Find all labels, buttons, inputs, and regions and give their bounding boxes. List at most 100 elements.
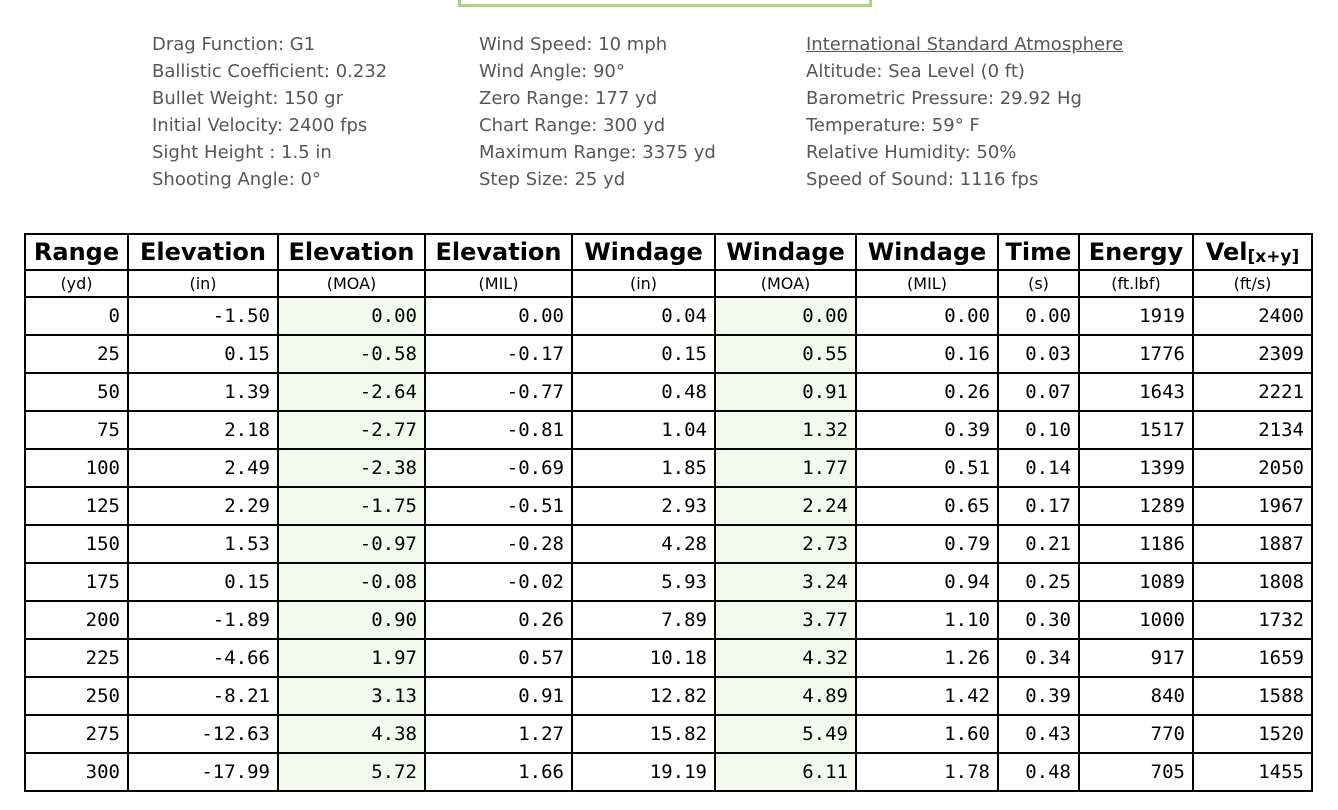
table-cell: 0.17 bbox=[997, 486, 1080, 526]
info-column-projectile: Drag Function: G1 Ballistic Coefficient:… bbox=[152, 31, 387, 193]
table-cell: 0.34 bbox=[997, 638, 1080, 678]
trajectory-table: Range Elevation Elevation Elevation Wind… bbox=[24, 233, 1313, 792]
table-cell: 0.48 bbox=[997, 752, 1080, 792]
column-header-elevation-in: Elevation bbox=[127, 233, 279, 271]
table-cell: 25 bbox=[24, 334, 129, 374]
table-row: 75 2.18 -2.77 -0.81 1.04 1.32 0.39 0.10 1517 2134 bbox=[24, 410, 1313, 450]
table-cell: 1399 bbox=[1078, 448, 1194, 488]
table-cell: 12.82 bbox=[571, 676, 716, 716]
table-cell: 1643 bbox=[1078, 372, 1194, 412]
table-cell: 1.27 bbox=[424, 714, 573, 754]
table-cell: 225 bbox=[24, 638, 129, 678]
info-line: Bullet Weight: 150 gr bbox=[152, 88, 344, 109]
table-cell: 2.49 bbox=[127, 448, 279, 488]
table-row: 300 -17.99 5.72 1.66 19.19 6.11 1.78 0.48 705 145… bbox=[24, 752, 1313, 792]
info-line: Shooting Angle: 0° bbox=[152, 169, 321, 190]
table-cell: 200 bbox=[24, 600, 129, 640]
table-cell: 19.19 bbox=[571, 752, 716, 792]
table-cell: 1919 bbox=[1078, 296, 1194, 336]
table-cell: 1186 bbox=[1078, 524, 1194, 564]
unit-elevation-moa: (MOA) bbox=[277, 269, 426, 298]
column-header-elevation-moa: Elevation bbox=[277, 233, 426, 271]
column-header-velocity: Vel[x+y] bbox=[1192, 233, 1313, 271]
info-line: Sight Height : 1.5 in bbox=[152, 142, 332, 163]
table-cell: -0.51 bbox=[424, 486, 573, 526]
table-cell: 1.39 bbox=[127, 372, 279, 412]
table-cell: 0.30 bbox=[997, 600, 1080, 640]
table-body: 0 -1.50 0.00 0.00 0.04 0.00 0.00 0.00 1919 2400 25… bbox=[24, 296, 1313, 792]
table-cell: 5.93 bbox=[571, 562, 716, 602]
table-cell: 1.53 bbox=[127, 524, 279, 564]
table-row: 200 -1.89 0.90 0.26 7.89 3.77 1.10 0.30 1000 1732 bbox=[24, 600, 1313, 640]
velocity-subscript: [x+y] bbox=[1247, 247, 1300, 267]
table-cell: 0.10 bbox=[997, 410, 1080, 450]
table-cell: 1517 bbox=[1078, 410, 1194, 450]
table-cell: 4.89 bbox=[714, 676, 857, 716]
table-cell: 0.15 bbox=[571, 334, 716, 374]
table-cell: 0.39 bbox=[997, 676, 1080, 716]
table-cell: 1.26 bbox=[855, 638, 999, 678]
table-units-row: (yd) (in) (MOA) (MIL) (in) (MOA) (MIL) (… bbox=[24, 269, 1313, 298]
table-cell: -0.02 bbox=[424, 562, 573, 602]
table-cell: 1967 bbox=[1192, 486, 1313, 526]
table-cell: 0.07 bbox=[997, 372, 1080, 412]
table-cell: 0.21 bbox=[997, 524, 1080, 564]
table-cell: 2309 bbox=[1192, 334, 1313, 374]
info-line: Wind Angle: 90° bbox=[479, 61, 625, 82]
table-cell: -17.99 bbox=[127, 752, 279, 792]
table-cell: 1.60 bbox=[855, 714, 999, 754]
table-cell: 3.13 bbox=[277, 676, 426, 716]
unit-elevation-mil: (MIL) bbox=[424, 269, 573, 298]
table-cell: 275 bbox=[24, 714, 129, 754]
table-cell: 1289 bbox=[1078, 486, 1194, 526]
table-row: 50 1.39 -2.64 -0.77 0.48 0.91 0.26 0.07 1643 2221 bbox=[24, 372, 1313, 412]
table-cell: 840 bbox=[1078, 676, 1194, 716]
table-cell: -1.89 bbox=[127, 600, 279, 640]
table-cell: 300 bbox=[24, 752, 129, 792]
table-cell: 0.39 bbox=[855, 410, 999, 450]
unit-energy: (ft.lbf) bbox=[1078, 269, 1194, 298]
table-cell: 2400 bbox=[1192, 296, 1313, 336]
table-cell: 0.51 bbox=[855, 448, 999, 488]
table-cell: 0.26 bbox=[855, 372, 999, 412]
table-cell: 0.00 bbox=[855, 296, 999, 336]
info-line: Relative Humidity: 50% bbox=[806, 142, 1017, 163]
table-cell: 5.72 bbox=[277, 752, 426, 792]
info-line: Chart Range: 300 yd bbox=[479, 115, 666, 136]
table-cell: 770 bbox=[1078, 714, 1194, 754]
table-cell: 0.91 bbox=[424, 676, 573, 716]
table-cell: -0.97 bbox=[277, 524, 426, 564]
table-cell: 2050 bbox=[1192, 448, 1313, 488]
column-header-windage-mil: Windage bbox=[855, 233, 999, 271]
column-header-time: Time bbox=[997, 233, 1080, 271]
table-cell: 2.18 bbox=[127, 410, 279, 450]
table-cell: 1887 bbox=[1192, 524, 1313, 564]
table-cell: 6.11 bbox=[714, 752, 857, 792]
table-cell: 1776 bbox=[1078, 334, 1194, 374]
table-cell: -0.58 bbox=[277, 334, 426, 374]
table-cell: 5.49 bbox=[714, 714, 857, 754]
table-row: 250 -8.21 3.13 0.91 12.82 4.89 1.42 0.39 840 1588 bbox=[24, 676, 1313, 716]
table-row: 0 -1.50 0.00 0.00 0.04 0.00 0.00 0.00 1919 2400 bbox=[24, 296, 1313, 336]
column-header-elevation-mil: Elevation bbox=[424, 233, 573, 271]
info-line: Temperature: 59° F bbox=[806, 115, 980, 136]
table-cell: 4.32 bbox=[714, 638, 857, 678]
table-cell: 0.90 bbox=[277, 600, 426, 640]
table-cell: 2221 bbox=[1192, 372, 1313, 412]
table-cell: 75 bbox=[24, 410, 129, 450]
table-cell: 1659 bbox=[1192, 638, 1313, 678]
table-cell: 917 bbox=[1078, 638, 1194, 678]
table-cell: 0.14 bbox=[997, 448, 1080, 488]
table-cell: 125 bbox=[24, 486, 129, 526]
table-cell: 0.16 bbox=[855, 334, 999, 374]
table-row: 175 0.15 -0.08 -0.02 5.93 3.24 0.94 0.25 1089 180… bbox=[24, 562, 1313, 602]
table-cell: 250 bbox=[24, 676, 129, 716]
unit-windage-moa: (MOA) bbox=[714, 269, 857, 298]
info-line: Speed of Sound: 1116 fps bbox=[806, 169, 1039, 190]
unit-elevation-in: (in) bbox=[127, 269, 279, 298]
table-cell: -4.66 bbox=[127, 638, 279, 678]
table-cell: -0.28 bbox=[424, 524, 573, 564]
table-cell: 1.66 bbox=[424, 752, 573, 792]
table-cell: 1.32 bbox=[714, 410, 857, 450]
table-cell: 2.29 bbox=[127, 486, 279, 526]
